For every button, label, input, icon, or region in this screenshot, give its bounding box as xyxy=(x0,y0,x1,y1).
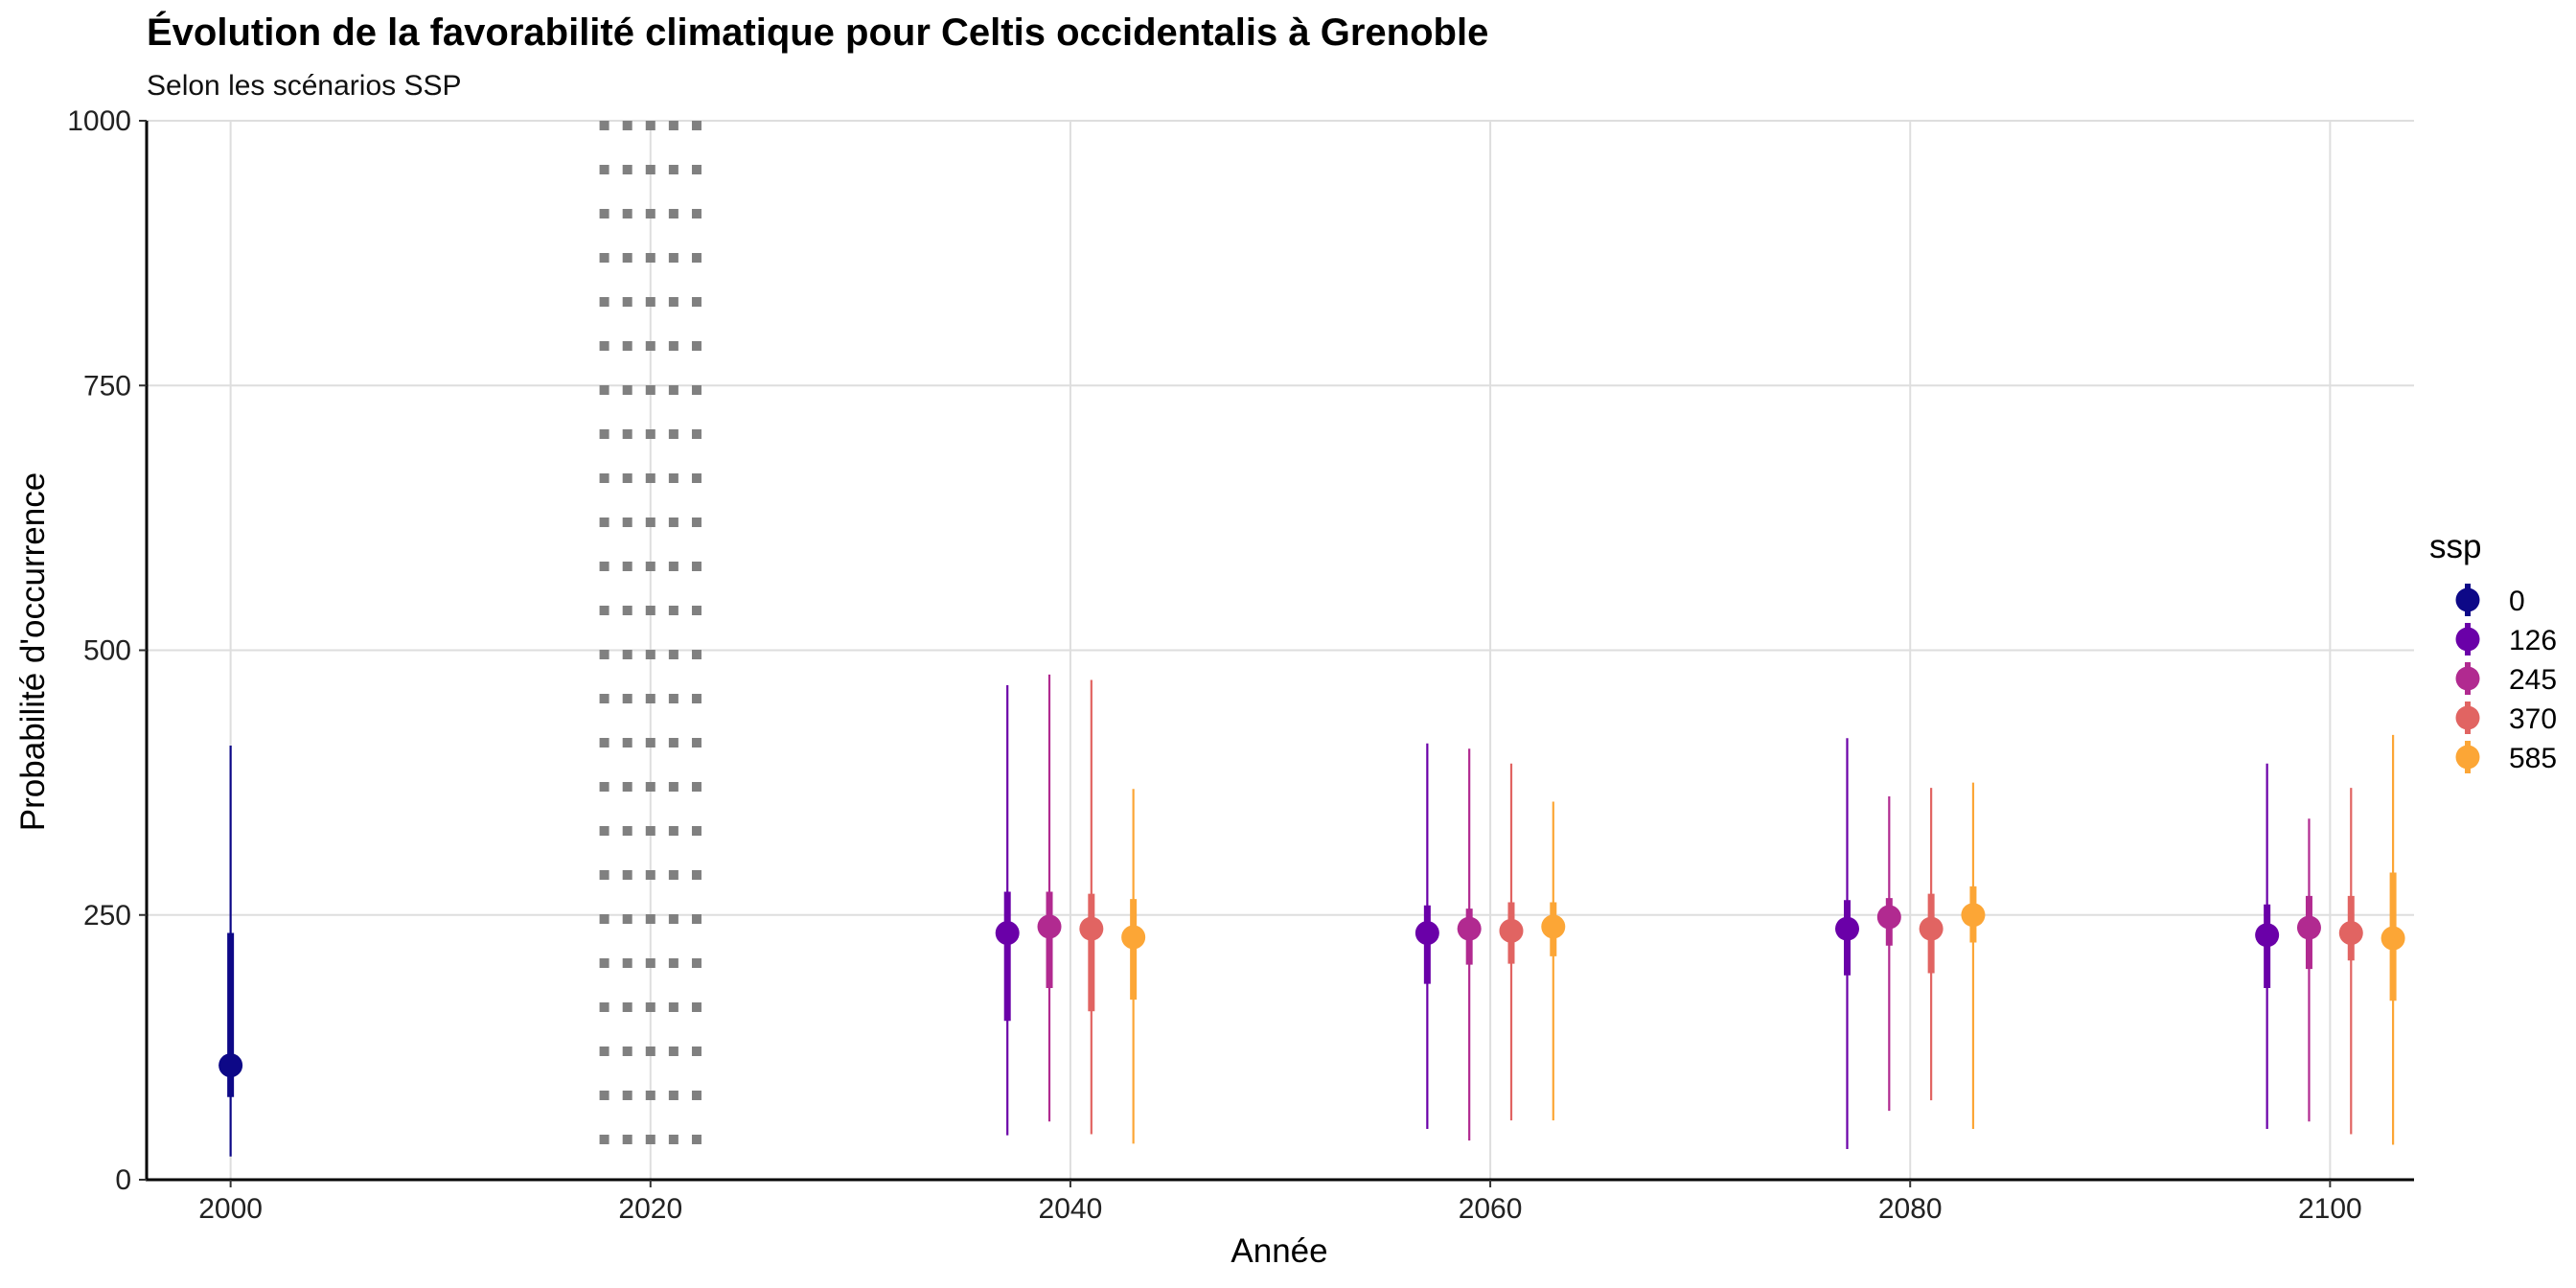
median-point xyxy=(2255,923,2280,948)
x-tick-label: 2020 xyxy=(618,1193,682,1225)
chart-subtitle: Selon les scénarios SSP xyxy=(147,70,462,102)
pointrange-ssp-245-2039 xyxy=(1037,674,1062,1122)
x-tick-label: 2080 xyxy=(1878,1193,1943,1225)
pointrange-ssp-245-2099 xyxy=(2296,818,2321,1122)
median-point xyxy=(2296,915,2321,940)
median-point xyxy=(1835,916,1859,941)
median-point xyxy=(1079,916,1104,941)
chart-title: Évolution de la favorabilité climatique … xyxy=(147,11,1488,54)
legend-key-point xyxy=(2455,705,2480,730)
legend-label: 370 xyxy=(2509,703,2557,735)
x-tick-label: 2100 xyxy=(2298,1193,2362,1225)
legend-key-point xyxy=(2455,745,2480,770)
axes: 2000 2020 2040 2060 2080 2100 0 250 500 750 1000 xyxy=(67,105,2414,1225)
y-tick-label: 0 xyxy=(115,1164,131,1196)
y-tick-label: 750 xyxy=(83,370,131,402)
median-point xyxy=(1541,914,1566,939)
reference-period-band xyxy=(599,121,702,1180)
y-tick-label: 500 xyxy=(83,635,131,667)
pointrange-ssp-126-2077 xyxy=(1835,738,1859,1149)
legend-item-585: 585 xyxy=(2455,741,2557,774)
pointrange-ssp-370-2081 xyxy=(1919,788,1944,1101)
pointrange-ssp-245-2079 xyxy=(1876,795,1901,1112)
median-point xyxy=(1121,925,1146,950)
pointrange-ssp-126-2037 xyxy=(995,684,1020,1136)
median-point xyxy=(2338,921,2363,946)
legend: ssp 0 126 245 370 585 xyxy=(2429,528,2557,774)
legend-title: ssp xyxy=(2429,528,2481,565)
pointrange-ssp-0-2000 xyxy=(218,745,243,1157)
pointrange-ssp-245-2059 xyxy=(1457,748,1482,1141)
y-tick-label: 1000 xyxy=(67,105,131,137)
pointrange-ssp-370-2061 xyxy=(1499,763,1524,1121)
legend-item-0: 0 xyxy=(2455,584,2525,617)
pointrange-ssp-370-2101 xyxy=(2338,788,2363,1135)
y-axis-title: Probabilité d'occurrence xyxy=(14,472,52,831)
pointrange-ssp-126-2057 xyxy=(1414,743,1439,1129)
x-tick-label: 2060 xyxy=(1459,1193,1523,1225)
pointrange-ssp-585-2043 xyxy=(1121,789,1146,1144)
pointrange-ssp-126-2097 xyxy=(2255,763,2280,1129)
x-tick-label: 2040 xyxy=(1039,1193,1103,1225)
legend-label: 126 xyxy=(2509,625,2557,656)
legend-item-245: 245 xyxy=(2455,662,2557,696)
legend-key-point xyxy=(2455,627,2480,652)
pointrange-ssp-585-2083 xyxy=(1961,782,1986,1129)
legend-key-point xyxy=(2455,666,2480,691)
median-point xyxy=(1919,916,1944,941)
median-point xyxy=(1037,914,1062,939)
x-axis-title: Année xyxy=(1230,1232,1327,1270)
pointrange-ssp-585-2103 xyxy=(2380,734,2405,1145)
y-tick-label: 250 xyxy=(83,900,131,932)
median-point xyxy=(1961,903,1986,928)
pointrange-ssp-585-2063 xyxy=(1541,801,1566,1121)
legend-label: 245 xyxy=(2509,664,2557,696)
data-marks xyxy=(218,674,2405,1157)
pointrange-ssp-370-2041 xyxy=(1079,679,1104,1135)
x-tick-label: 2000 xyxy=(198,1193,263,1225)
median-point xyxy=(995,921,1020,946)
median-point xyxy=(1457,916,1482,941)
legend-key-point xyxy=(2455,587,2480,612)
median-point xyxy=(218,1053,243,1078)
legend-item-370: 370 xyxy=(2455,702,2557,735)
median-point xyxy=(1414,921,1439,946)
legend-item-126: 126 xyxy=(2455,623,2557,656)
median-point xyxy=(1499,918,1524,943)
median-point xyxy=(2380,926,2405,951)
median-point xyxy=(1876,905,1901,930)
legend-label: 0 xyxy=(2509,586,2525,617)
legend-label: 585 xyxy=(2509,743,2557,774)
gridlines xyxy=(147,120,2414,1181)
